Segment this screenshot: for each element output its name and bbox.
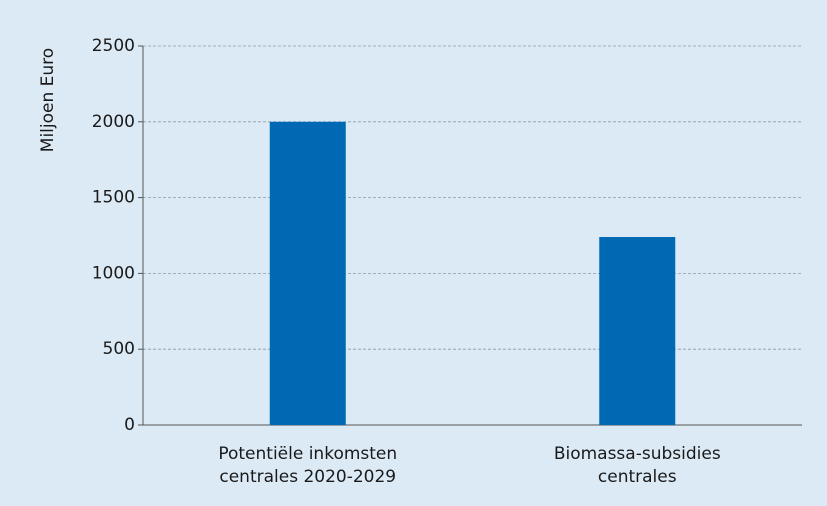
y-tick-label: 2500: [92, 36, 135, 56]
bar: [269, 121, 346, 426]
x-tick-label: Potentiële inkomsten centrales 2020-2029: [218, 444, 398, 487]
y-tick-label: 2000: [92, 112, 135, 132]
y-tick-label: 1500: [92, 188, 135, 208]
y-axis-label: Miljoen Euro: [38, 48, 58, 152]
y-tick-label: 0: [124, 415, 135, 435]
bar: [599, 237, 676, 425]
y-tick-label: 1000: [92, 263, 135, 283]
x-tick-label: Biomassa-subsidies centrales: [553, 444, 721, 487]
y-tick-label: 500: [103, 339, 135, 359]
